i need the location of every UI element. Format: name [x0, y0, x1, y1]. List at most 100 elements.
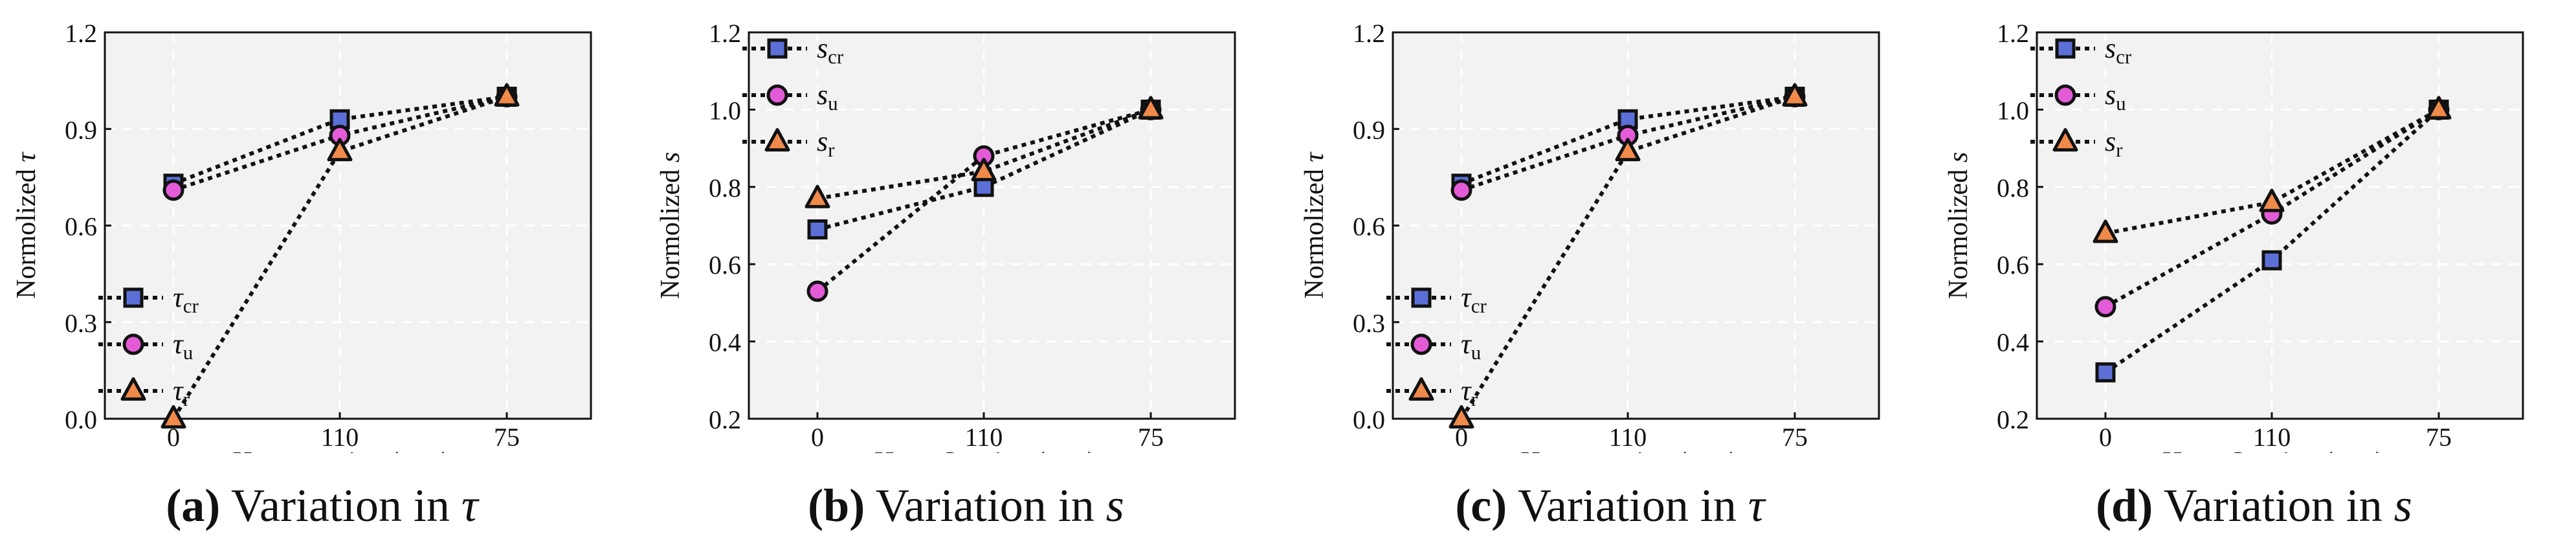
caption-text: Variation in [865, 480, 1106, 531]
legend-marker-square [1411, 287, 1432, 308]
data-point-circle [2094, 296, 2116, 318]
legend-label: τcr [173, 282, 199, 317]
caption-symbol: s [2393, 480, 2412, 531]
legend-label: scr [817, 32, 844, 68]
caption-tag: (a) [166, 480, 221, 531]
x-tick-label: 0 [2099, 423, 2112, 452]
legend-marker-square [123, 287, 144, 308]
legend-label: sr [2105, 126, 2123, 161]
data-point-triangle [2259, 188, 2285, 212]
legend-label: τcr [1461, 282, 1487, 317]
series-line-square [172, 94, 507, 186]
y-tick-label: 0.3 [1353, 309, 1385, 338]
series-line-square [1460, 94, 1795, 186]
caption-tag: (c) [1455, 480, 1507, 531]
data-point-triangle [327, 137, 353, 162]
caption-symbol: τ [1748, 480, 1765, 531]
x-tick-label: 110 [965, 423, 1003, 452]
caption-c: (c) Variation in τ [1288, 479, 1932, 533]
x-tick-label: 75 [2426, 423, 2452, 452]
data-point-triangle [2426, 96, 2452, 120]
series-line-circle [816, 107, 1151, 293]
y-tick-label: 1.2 [709, 19, 741, 48]
legend-label: τr [1461, 375, 1478, 410]
data-point-triangle [2093, 219, 2118, 243]
y-tick-label: 0.8 [1997, 173, 2029, 203]
panel-d: 0.2 0.4 0.6 0.8 1.0 1.2 0 110 75 Hoop Spacing (mm… [1932, 0, 2576, 554]
x-tick-label: 75 [1782, 423, 1808, 452]
data-point-triangle [1138, 96, 1164, 120]
x-tick-label: 75 [1138, 423, 1164, 452]
data-point-triangle [494, 83, 520, 107]
caption-b: (b) Variation in s [644, 479, 1288, 533]
series-line-square [817, 107, 1152, 232]
y-tick-label: 0.4 [1997, 328, 2029, 357]
data-point-circle [806, 280, 828, 302]
series-line-triangle [2105, 107, 2440, 236]
legend-marker-triangle [1408, 377, 1434, 401]
y-tick-label: 0.9 [1353, 115, 1385, 144]
axes-frame [2036, 31, 2524, 420]
data-point-square [807, 219, 828, 239]
data-point-triangle [1782, 83, 1808, 107]
x-tick-label: 75 [494, 423, 520, 452]
chart-b: 0.2 0.4 0.6 0.8 1.0 1.2 0 110 75 Hoop Spacing (mm… [656, 19, 1236, 453]
y-tick-label: 1.0 [1997, 96, 2029, 125]
legend-label: sr [817, 126, 835, 161]
y-tick-label: 0.4 [709, 328, 741, 357]
panel-c: 0.0 0.3 0.6 0.9 1.2 0 110 75 Hoop spacing (mm) No… [1288, 0, 1932, 554]
data-point-triangle [1615, 137, 1641, 162]
x-tick-label: 110 [321, 423, 359, 452]
chart-a: 0.0 0.3 0.6 0.9 1.2 0 110 75 Hoop spacing (mm) No… [12, 19, 592, 453]
y-tick-label: 0.0 [65, 405, 97, 434]
x-tick-label: 0 [811, 423, 824, 452]
caption-symbol: s [1105, 480, 1124, 531]
y-tick-label: 1.0 [709, 96, 741, 125]
legend-label: scr [2105, 32, 2132, 68]
y-tick-label: 0.6 [65, 212, 97, 241]
data-point-triangle [161, 404, 186, 429]
legend: scr su sr [742, 32, 844, 161]
data-point-circle [162, 179, 184, 201]
caption-text: Variation in [1507, 480, 1748, 531]
caption-tag: (b) [808, 480, 865, 531]
legend-marker-circle [2054, 84, 2076, 106]
y-tick-label: 0.8 [709, 173, 741, 203]
x-tick-label: 0 [1455, 423, 1468, 452]
y-tick-label: 1.2 [1997, 19, 2029, 48]
y-axis-label: Normolized s [1944, 152, 1973, 299]
panel-b: 0.2 0.4 0.6 0.8 1.0 1.2 0 110 75 Hoop Spacing (mm… [644, 0, 1288, 554]
data-point-triangle [971, 157, 997, 182]
y-tick-label: 1.2 [1353, 19, 1385, 48]
legend-marker-circle [1410, 333, 1432, 355]
y-tick-label: 1.2 [65, 19, 97, 48]
legend-marker-triangle [120, 377, 146, 401]
data-point-circle [1450, 179, 1472, 201]
caption-d: (d) Variation in s [1932, 479, 2576, 533]
caption-text: Variation in [2153, 480, 2394, 531]
chart-d: 0.2 0.4 0.6 0.8 1.0 1.2 0 110 75 Hoop Spacing (mm… [1944, 19, 2524, 453]
y-tick-label: 0.2 [709, 405, 741, 434]
legend-marker-square [767, 38, 788, 59]
x-axis-label: Hoop Spacing (mm) [874, 447, 1096, 453]
y-tick-label: 0.2 [1997, 405, 2029, 434]
legend: scr su sr [2030, 32, 2132, 161]
legend-marker-triangle [2052, 127, 2078, 152]
legend: τcr τu τr [98, 282, 199, 410]
legend-label: su [2105, 79, 2126, 115]
data-point-square [2095, 362, 2116, 382]
data-point-square [973, 177, 994, 197]
data-point-square [2261, 250, 2282, 271]
y-axis-label: Normolized τ [12, 151, 41, 298]
x-tick-label: 110 [2253, 423, 2291, 452]
x-tick-label: 110 [1609, 423, 1647, 452]
x-axis-label: Hoop Spacing (mm) [2162, 447, 2384, 453]
y-axis-label: Normolized s [656, 152, 685, 299]
x-axis-label: Hoop spacing (mm) [1521, 447, 1738, 453]
y-tick-label: 0.3 [65, 309, 97, 338]
panel-a: 0.0 0.3 0.6 0.9 1.2 0 110 75 Hoop spacing (mm) No… [0, 0, 644, 554]
y-tick-label: 0.9 [65, 115, 97, 144]
legend: τcr τu τr [1386, 282, 1487, 410]
legend-marker-circle [766, 84, 788, 106]
y-tick-label: 0.0 [1353, 405, 1385, 434]
